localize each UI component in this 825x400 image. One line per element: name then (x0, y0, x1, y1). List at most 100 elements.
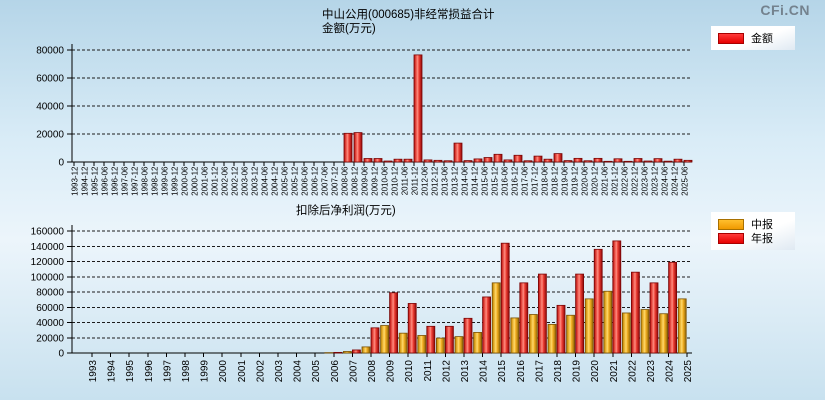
x-tick-label: 1995-12 (91, 166, 100, 196)
x-tick-label: 2009-06 (361, 166, 370, 196)
x-tick-label: 2021-06 (601, 166, 610, 196)
x-tick-label: 1999 (200, 360, 211, 383)
x-tick-label: 2007 (348, 360, 359, 383)
x-tick-label: 1996-12 (111, 166, 120, 196)
y-tick-label: 160000 (31, 227, 65, 238)
y-tick-label: 80000 (36, 46, 64, 57)
x-tick-label: 2005-06 (281, 166, 290, 196)
x-tick-label: 1999-06 (161, 166, 170, 196)
x-tick-label: 1993-12 (71, 166, 80, 196)
x-tick-label: 2023-06 (641, 166, 650, 196)
annual-legend-swatch (718, 232, 744, 244)
x-tick-label: 2018-06 (541, 166, 550, 196)
bar-2024-中报 (659, 313, 668, 354)
x-tick-label: 2010 (404, 360, 415, 383)
x-tick-label: 1994 (107, 360, 118, 383)
bar-2012-年报 (444, 325, 454, 354)
x-tick-label: 2016-06 (501, 166, 510, 196)
x-tick-label: 2010-12 (391, 166, 400, 196)
x-tick-label: 1994-12 (81, 166, 90, 196)
x-tick-label: 2020 (590, 360, 601, 383)
x-tick-label: 2001-12 (211, 166, 220, 196)
bar-2018-12 (553, 153, 563, 163)
bar-2009-12 (373, 158, 383, 163)
bar-2018-中报 (547, 324, 557, 354)
bar-2025-06 (683, 159, 693, 163)
y-tick-label: 140000 (31, 242, 65, 253)
x-tick-label: 2015-06 (481, 166, 490, 196)
x-tick-label: 2001-06 (201, 166, 210, 196)
x-tick-label: 2004-12 (271, 166, 280, 196)
x-tick-label: 2013-12 (451, 166, 460, 196)
y-tick-label: 20000 (36, 333, 64, 344)
x-tick-label: 2016-12 (511, 166, 520, 196)
y-tick-label: 120000 (31, 257, 65, 268)
x-tick-label: 2012 (441, 360, 452, 383)
bar-2019-12 (573, 157, 583, 163)
bar-2014-06 (463, 160, 473, 163)
x-tick-label: 1998-12 (151, 166, 160, 196)
bar-2009-中报 (380, 325, 390, 354)
cfi-watermark: CFi.CN (760, 2, 810, 18)
bar-2006-年报 (333, 351, 343, 354)
x-tick-label: 2019 (572, 360, 583, 383)
x-tick-label: 2022-12 (631, 166, 640, 196)
y-tick-label: 0 (58, 349, 64, 360)
x-tick-label: 2014-06 (461, 166, 470, 196)
x-tick-label: 2022-06 (621, 166, 630, 196)
top-chart-title-line2: 金额(万元) (322, 23, 376, 35)
bar-2007-年报 (351, 349, 361, 354)
x-tick-label: 1995 (125, 360, 136, 383)
bar-2015-12 (493, 153, 503, 163)
top-chart-title: 中山公用(000685)非经常损益合计 金额(万元) (322, 8, 495, 36)
top-chart-legend: 金额 (711, 26, 795, 50)
x-tick-label: 2002 (255, 360, 266, 383)
x-tick-label: 2006-12 (311, 166, 320, 196)
x-tick-label: 2005-12 (291, 166, 300, 196)
interim-legend-swatch (718, 218, 744, 230)
bar-2024-年报 (668, 261, 677, 354)
x-tick-label: 2003-12 (251, 166, 260, 196)
x-tick-label: 2006-06 (301, 166, 310, 196)
interim-legend-label: 中报 (751, 219, 773, 231)
bar-2015-年报 (500, 242, 510, 354)
x-tick-label: 2005 (311, 360, 322, 383)
amount-legend-swatch (718, 32, 744, 44)
bar-2021-年报 (612, 240, 622, 354)
x-tick-label: 2023-12 (651, 166, 660, 196)
bar-2008-06 (343, 132, 353, 163)
x-tick-label: 2011-06 (401, 166, 410, 195)
bottom-chart-title: 扣除后净利润(万元) (296, 205, 396, 217)
y-tick-label: 60000 (36, 74, 64, 85)
bar-2020-06 (583, 160, 593, 163)
bar-2011-06 (403, 158, 413, 163)
bar-2023-中报 (640, 309, 650, 354)
x-tick-label: 2003 (274, 360, 285, 383)
x-tick-label: 2004-06 (261, 166, 270, 196)
x-tick-label: 2011 (423, 360, 434, 382)
bar-2010-年报 (407, 303, 417, 354)
bar-2019-中报 (566, 314, 575, 354)
bar-2022-06 (623, 160, 633, 163)
x-tick-label: 2000-06 (181, 166, 190, 196)
bar-2013-12 (453, 142, 463, 163)
bar-2021-中报 (603, 290, 613, 354)
bar-2024-06 (663, 160, 673, 163)
x-tick-label: 1998 (181, 360, 192, 383)
x-tick-label: 1993 (88, 360, 99, 383)
x-tick-label: 1997-06 (121, 166, 130, 196)
x-tick-label: 2009 (386, 360, 397, 383)
bar-2009-年报 (389, 292, 399, 354)
x-tick-label: 2008 (367, 360, 378, 383)
x-tick-label: 2019-06 (561, 166, 570, 196)
bar-2011-年报 (426, 325, 436, 354)
x-tick-label: 2014 (479, 360, 490, 383)
x-tick-label: 2025-06 (681, 166, 690, 196)
y-tick-label: 40000 (36, 102, 64, 113)
x-tick-label: 2001 (237, 360, 248, 383)
bar-2016-中报 (510, 317, 520, 354)
bar-2015-06 (483, 157, 493, 163)
bar-2008-年报 (370, 327, 380, 354)
x-tick-label: 2010-06 (381, 166, 390, 196)
